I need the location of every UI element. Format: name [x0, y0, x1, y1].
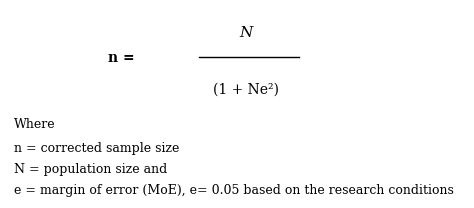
- Text: N: N: [240, 26, 253, 40]
- Text: N = population size and: N = population size and: [14, 163, 167, 176]
- Text: n =: n =: [109, 51, 135, 65]
- Text: n = corrected sample size: n = corrected sample size: [14, 142, 180, 155]
- Text: e = margin of error (MoE), e= 0.05 based on the research conditions: e = margin of error (MoE), e= 0.05 based…: [14, 184, 454, 197]
- Text: (1 + Ne²): (1 + Ne²): [213, 82, 280, 97]
- Text: Where: Where: [14, 118, 56, 131]
